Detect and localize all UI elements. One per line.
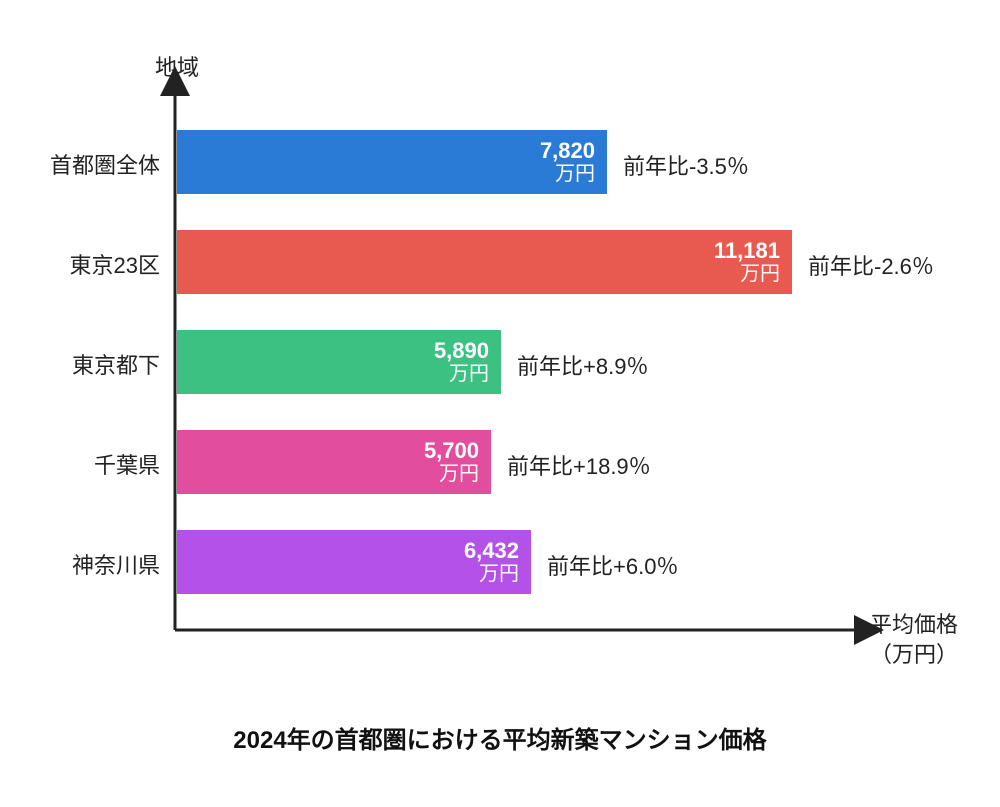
x-axis-label-line2: （万円） bbox=[870, 642, 958, 667]
bar-value-number: 7,820 bbox=[540, 138, 595, 163]
yoy-label: 前年比+18.9％ bbox=[507, 449, 651, 481]
bar-value: 5,700万円 bbox=[424, 438, 479, 486]
bar-value: 5,890万円 bbox=[434, 338, 489, 386]
bar-value-number: 6,432 bbox=[464, 538, 519, 563]
bar-value: 11,181万円 bbox=[714, 238, 780, 286]
bar-value-number: 11,181 bbox=[714, 238, 780, 263]
chart-title: 2024年の首都圏における平均新築マンション価格 bbox=[0, 720, 1000, 755]
bar-value-unit: 万円 bbox=[464, 563, 519, 586]
yoy-label: 前年比+6.0％ bbox=[547, 549, 678, 581]
axes bbox=[0, 0, 1000, 807]
yoy-label: 前年比-2.6％ bbox=[808, 249, 934, 281]
bar: 5,700万円 bbox=[177, 430, 491, 494]
bar-value-number: 5,700 bbox=[424, 438, 479, 463]
bar-value-unit: 万円 bbox=[540, 163, 595, 186]
bar: 6,432万円 bbox=[177, 530, 531, 594]
category-label: 首都圏全体 bbox=[20, 148, 160, 180]
bar-value-unit: 万円 bbox=[714, 263, 780, 286]
category-label: 千葉県 bbox=[20, 448, 160, 480]
y-axis-label: 地域 bbox=[155, 50, 199, 82]
x-axis-label: 平均価格 （万円） bbox=[870, 610, 958, 669]
category-label: 東京都下 bbox=[20, 348, 160, 380]
bar-value: 6,432万円 bbox=[464, 538, 519, 586]
bar: 11,181万円 bbox=[177, 230, 792, 294]
bar-value-unit: 万円 bbox=[434, 363, 489, 386]
yoy-label: 前年比-3.5％ bbox=[623, 149, 749, 181]
yoy-label: 前年比+8.9％ bbox=[517, 349, 648, 381]
bar: 5,890万円 bbox=[177, 330, 501, 394]
bar: 7,820万円 bbox=[177, 130, 607, 194]
x-axis-label-line1: 平均価格 bbox=[870, 612, 958, 637]
category-label: 東京23区 bbox=[20, 248, 160, 280]
bar-value: 7,820万円 bbox=[540, 138, 595, 186]
condo-price-chart: 地域 平均価格 （万円） 首都圏全体7,820万円前年比-3.5％東京23区11… bbox=[0, 0, 1000, 807]
bar-value-unit: 万円 bbox=[424, 463, 479, 486]
bar-value-number: 5,890 bbox=[434, 338, 489, 363]
category-label: 神奈川県 bbox=[20, 548, 160, 580]
